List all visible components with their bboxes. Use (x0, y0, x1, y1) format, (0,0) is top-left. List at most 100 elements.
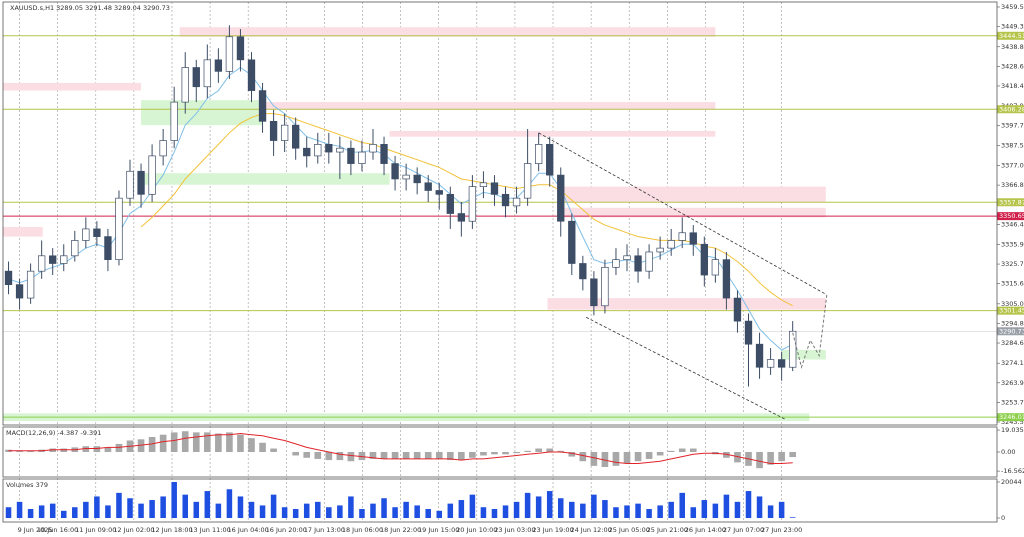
level-tag (997, 198, 1024, 207)
candle-body (523, 163, 532, 199)
macd-bar (181, 431, 189, 452)
volume-bar (436, 510, 443, 518)
candle-body (15, 284, 24, 299)
macd-bar (314, 452, 322, 459)
candle-body (369, 144, 377, 153)
candle-body (126, 170, 134, 199)
candle-body (181, 67, 189, 103)
macd-bar (491, 452, 498, 455)
volume-bar (745, 491, 752, 518)
macd-bar (767, 452, 774, 465)
volume-bar (38, 505, 45, 518)
volume-bar (668, 501, 674, 518)
zone (564, 207, 826, 218)
candle-body (115, 197, 123, 261)
volume-bar (778, 501, 785, 518)
volume-frame (2, 478, 998, 523)
x-tick-label: 25 Jun 21:00 (647, 526, 688, 534)
macd-bar (480, 452, 487, 456)
volume-bar (613, 507, 619, 518)
volume-bar (337, 505, 343, 518)
volume-bar (182, 494, 188, 518)
volume-bar (281, 507, 288, 518)
volume-bar (767, 505, 774, 518)
candle-body (303, 147, 311, 157)
macd-bar (16, 450, 23, 452)
candle-body (700, 243, 708, 276)
macd-bar (192, 432, 200, 452)
volume-bar (5, 507, 12, 518)
candle-body (490, 182, 499, 195)
volume-bar (624, 505, 630, 518)
volume-bar (303, 503, 310, 518)
x-tick-label: 10 Jun 16:00 (37, 526, 78, 534)
candle-body (170, 101, 178, 141)
candle-body (247, 59, 256, 91)
volume-bar (690, 507, 697, 518)
x-tick-label: 16 Jun 20:00 (266, 526, 307, 534)
x-tick-label: 17 Jun 13:00 (304, 526, 345, 534)
volume-bar (348, 496, 354, 518)
macd-bar (435, 452, 443, 459)
volume-bar (557, 498, 564, 518)
candle-body (590, 278, 598, 307)
level-tag (997, 105, 1024, 114)
candle-body (236, 36, 245, 61)
candle-body (656, 247, 664, 253)
level-label: 3301.45 (999, 307, 1024, 315)
macd-y-tick-label: 0.00 (1001, 448, 1015, 456)
macd-bar (170, 432, 178, 452)
price-frame (2, 1, 998, 426)
macd-bar (413, 452, 421, 459)
macd-bar (49, 448, 57, 452)
volume-bar (657, 505, 663, 518)
projection-path (792, 294, 828, 369)
level-label: 3350.65 (999, 212, 1024, 220)
x-tick-label: 12 Jun 02:00 (113, 526, 154, 534)
volume-bar (734, 501, 741, 518)
x-tick-label: 13 Jun 11:00 (189, 526, 230, 534)
volume-bar (491, 509, 498, 518)
x-tick-label: 20 Jun 10:00 (456, 526, 497, 534)
macd-bar (634, 452, 642, 462)
candle-body (402, 174, 410, 180)
y-tick-label: 3315.60 (1001, 279, 1024, 287)
chart-title: XAUUSD.s,H1 3289.05 3291.48 3289.04 3290… (10, 4, 170, 12)
candle-body (667, 240, 675, 249)
x-tick-label: 19 Jun 15:00 (418, 526, 459, 534)
candle-body (137, 170, 145, 195)
volume-bar (226, 489, 233, 518)
volume-panel (5, 482, 796, 518)
volume-bar (204, 491, 211, 518)
candle-body (689, 232, 697, 245)
candle-body (634, 255, 642, 272)
candle-body (347, 147, 355, 164)
candle-body (4, 270, 13, 285)
macd-bar (104, 447, 112, 452)
level-label: 3246.01 (999, 413, 1024, 421)
macd-bar (391, 452, 399, 459)
candle-body (258, 90, 267, 122)
candle-body (325, 144, 333, 153)
volume-bar (292, 509, 299, 518)
candle-body (214, 59, 223, 72)
volume-bar (83, 501, 89, 518)
macd-bar (756, 452, 763, 469)
candle-body (82, 228, 90, 241)
macd-bar (645, 452, 653, 459)
y-tick-label: 3428.60 (1001, 62, 1024, 70)
volume-bar (370, 503, 376, 518)
candle-body (479, 182, 488, 187)
macd-bar (336, 452, 344, 461)
candle-body (391, 163, 399, 180)
zone (141, 100, 263, 126)
level-tag (997, 306, 1024, 315)
candle-body (104, 236, 112, 261)
zone (547, 298, 826, 310)
macd-bar (226, 432, 233, 452)
zone (179, 27, 716, 37)
x-tick-label: 23 Jun 03:00 (494, 526, 535, 534)
macd-bar (590, 452, 598, 466)
candle-body (744, 320, 753, 345)
